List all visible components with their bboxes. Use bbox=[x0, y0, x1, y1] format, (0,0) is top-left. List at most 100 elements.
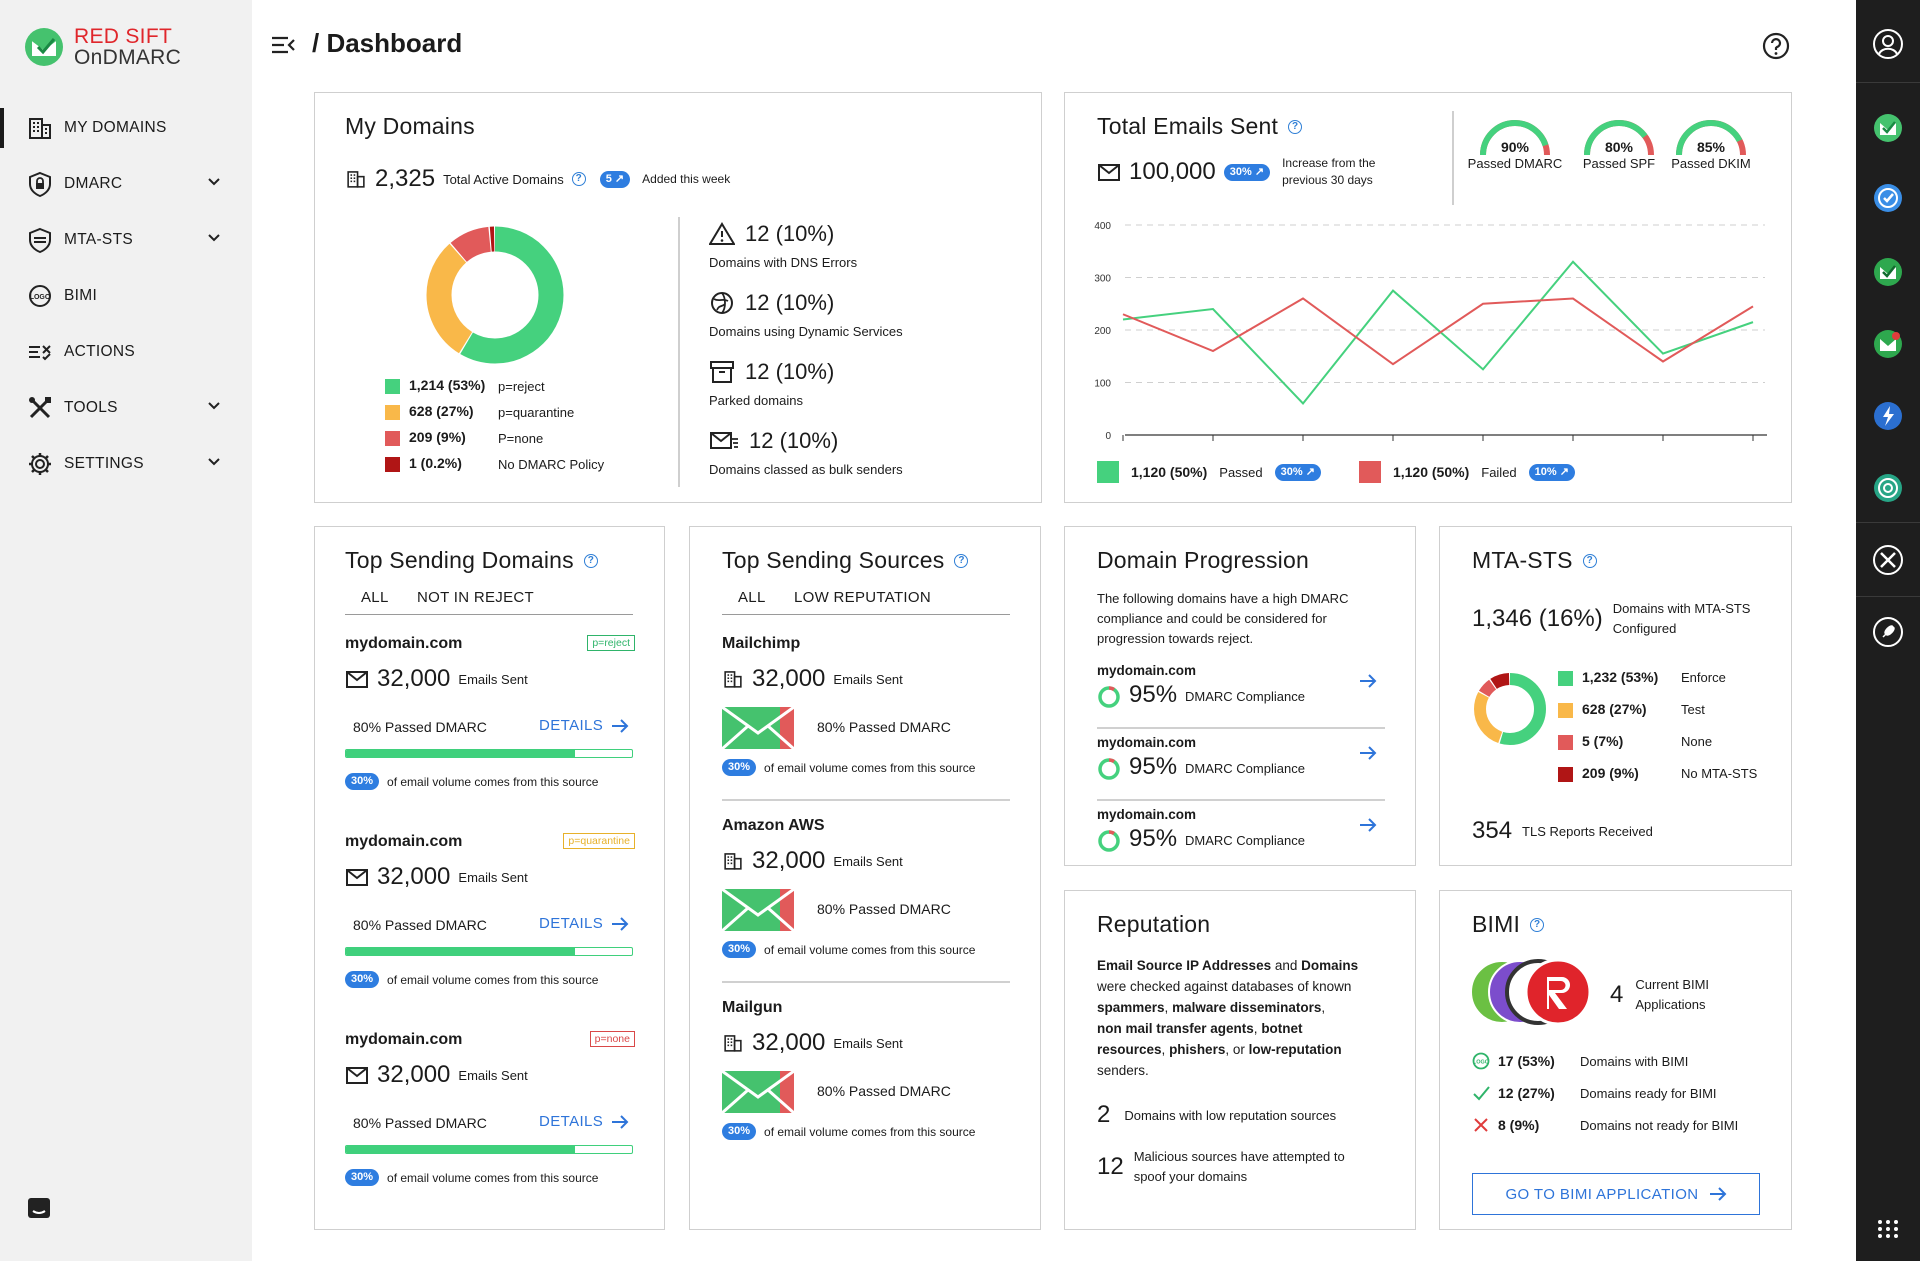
domain-name[interactable]: mydomain.com bbox=[345, 833, 463, 850]
tab-all[interactable]: ALL bbox=[361, 589, 389, 606]
stat-bulk-senders[interactable]: 12 (10%) Domains classed as bulk senders bbox=[709, 428, 903, 477]
gauge-1: 80% Passed SPF bbox=[1569, 117, 1669, 171]
sending-domain-item: mydomain.com p=none 32,000 Emails Sent 80% P… bbox=[345, 1031, 635, 1221]
arrow-right-icon bbox=[612, 718, 629, 733]
details-link[interactable]: DETAILS bbox=[539, 1113, 629, 1130]
sidebar-item-actions[interactable]: ACTIONS bbox=[0, 324, 252, 380]
stat-dynamic-services[interactable]: 12 (10%) Domains using Dynamic Services bbox=[709, 290, 903, 339]
stat-parked-domains[interactable]: 12 (10%) Parked domains bbox=[709, 359, 834, 408]
chevron-down-icon[interactable] bbox=[206, 174, 222, 190]
stat-value: 12 (10%) bbox=[745, 290, 835, 315]
sidebar-nav: MY DOMAINS DMARC MTA-STS LOGO BIMI ACTIO… bbox=[0, 100, 252, 492]
help-tooltip-icon[interactable]: ? bbox=[571, 172, 586, 186]
compliance-ring-icon bbox=[1098, 830, 1120, 852]
chevron-down-icon[interactable] bbox=[206, 230, 222, 246]
series-line-passed bbox=[1122, 260, 1754, 406]
volume-label: of email volume comes from this source bbox=[387, 1170, 599, 1185]
mta-sts-total-label: Domains with MTA-STS Configured bbox=[1612, 601, 1751, 636]
sidebar-item-tools[interactable]: TOOLS bbox=[0, 380, 252, 436]
chat-icon[interactable] bbox=[26, 1196, 52, 1222]
progression-item[interactable]: mydomain.com 95% DMARC Compliance bbox=[1097, 735, 1385, 801]
dmarc-pass-bar bbox=[345, 1145, 633, 1154]
passed-dmarc: 80% Passed DMARC bbox=[353, 719, 487, 735]
collapse-menu-icon[interactable] bbox=[270, 32, 296, 58]
brand-logo[interactable]: RED SIFT OnDMARC bbox=[24, 26, 181, 68]
bimi-row-label: Domains not ready for BIMI bbox=[1580, 1117, 1739, 1133]
legend-value: 1,120 (50%) bbox=[1392, 464, 1470, 480]
launch-icon[interactable] bbox=[1872, 616, 1904, 648]
reputation-emphasis: Domains bbox=[1301, 958, 1359, 973]
help-icon[interactable] bbox=[1762, 32, 1790, 60]
details-link[interactable]: DETAILS bbox=[539, 717, 629, 734]
chevron-down-icon[interactable] bbox=[206, 454, 222, 470]
sidebar-item-my-domains[interactable]: MY DOMAINS bbox=[0, 100, 252, 156]
legend-label: None bbox=[1681, 734, 1713, 749]
building-icon bbox=[347, 171, 365, 188]
svg-text:LOGO: LOGO bbox=[1473, 1060, 1490, 1066]
sidebar-item-dmarc[interactable]: DMARC bbox=[0, 156, 252, 212]
donut-segment bbox=[1474, 673, 1546, 745]
mta-sts-card: MTA-STS ? 1,346 (16%) Domains with MTA-S… bbox=[1439, 526, 1792, 866]
mail-send-icon bbox=[346, 869, 368, 886]
tab-low-reputation[interactable]: LOW REPUTATION bbox=[794, 589, 931, 606]
divider bbox=[722, 799, 1010, 801]
emails-sent-value: 32,000 bbox=[752, 665, 826, 692]
help-tooltip-icon[interactable]: ? bbox=[954, 553, 969, 568]
chart-legend: 1,120 (50%) Passed 30% ↗ 1,120 (50%) Fai… bbox=[1097, 461, 1575, 483]
emails-sent-value: 32,000 bbox=[752, 847, 826, 874]
legend-swatch bbox=[1558, 703, 1573, 718]
reputation-text: , or bbox=[1225, 1042, 1249, 1057]
building-icon bbox=[724, 853, 742, 870]
tools-app-icon[interactable] bbox=[1872, 544, 1904, 576]
sidebar-item-bimi[interactable]: LOGO BIMI bbox=[0, 268, 252, 324]
reputation-emphasis: Email Source IP Addresses bbox=[1097, 958, 1272, 973]
arrow-right-icon[interactable] bbox=[1359, 817, 1377, 833]
arrow-right-icon[interactable] bbox=[1359, 673, 1377, 689]
domain-name[interactable]: mydomain.com bbox=[345, 1031, 463, 1048]
details-link[interactable]: DETAILS bbox=[539, 915, 629, 932]
domain-name[interactable]: mydomain.com bbox=[345, 635, 463, 652]
envelope-pass-icon bbox=[722, 889, 794, 931]
help-tooltip-icon[interactable]: ? bbox=[1288, 119, 1303, 134]
stat-label: Domains using Dynamic Services bbox=[709, 324, 903, 339]
legend-label: Failed bbox=[1481, 464, 1517, 480]
grid-menu-icon[interactable] bbox=[1872, 1212, 1904, 1244]
certificates-app-icon[interactable] bbox=[1872, 182, 1904, 214]
card-header: Top Sending Sources ? bbox=[722, 547, 969, 574]
ondmarc-alt-app-icon[interactable] bbox=[1872, 256, 1904, 288]
domain-name: mydomain.com bbox=[1097, 663, 1197, 678]
brand-trust-app-icon[interactable] bbox=[1872, 328, 1904, 360]
progression-item[interactable]: mydomain.com 95% DMARC Compliance bbox=[1097, 807, 1385, 873]
gauge-arc bbox=[1584, 120, 1654, 156]
hardenize-app-icon[interactable] bbox=[1872, 400, 1904, 432]
stat-dns-errors[interactable]: 12 (10%) Domains with DNS Errors bbox=[709, 221, 857, 270]
legend-item: 1,232 (53%) Enforce bbox=[1558, 669, 1778, 701]
progression-item[interactable]: mydomain.com 95% DMARC Compliance bbox=[1097, 663, 1385, 729]
help-tooltip-icon[interactable]: ? bbox=[1530, 917, 1545, 932]
help-tooltip-icon[interactable]: ? bbox=[1582, 553, 1597, 568]
stat-label: Parked domains bbox=[709, 393, 803, 408]
change-badge: 10% ↗ bbox=[1528, 463, 1575, 481]
source-name[interactable]: Amazon AWS bbox=[722, 817, 825, 834]
tab-all[interactable]: ALL bbox=[738, 589, 766, 606]
source-name[interactable]: Mailchimp bbox=[722, 635, 801, 652]
sidebar-item-mta-sts[interactable]: MTA-STS bbox=[0, 212, 252, 268]
volume-share: 30% of email volume comes from this sourc… bbox=[722, 1123, 975, 1140]
radar-app-icon[interactable] bbox=[1872, 472, 1904, 504]
chevron-down-icon[interactable] bbox=[206, 398, 222, 414]
source-name[interactable]: Mailgun bbox=[722, 999, 783, 1016]
ondmarc-app-icon[interactable] bbox=[1872, 112, 1904, 144]
go-to-bimi-button[interactable]: GO TO BIMI APPLICATION bbox=[1472, 1173, 1760, 1215]
help-tooltip-icon[interactable]: ? bbox=[583, 553, 598, 568]
legend-value: 1,232 (53%) bbox=[1582, 669, 1659, 685]
sidebar-item-settings[interactable]: SETTINGS bbox=[0, 436, 252, 492]
sending-domain-item: mydomain.com p=reject 32,000 Emails Sent 80%… bbox=[345, 635, 635, 825]
button-label: GO TO BIMI APPLICATION bbox=[1505, 1185, 1699, 1203]
tab-not-in-reject[interactable]: NOT IN REJECT bbox=[417, 589, 534, 606]
arrow-right-icon[interactable] bbox=[1359, 745, 1377, 761]
gauge-arc bbox=[1480, 120, 1550, 156]
user-avatar-icon[interactable] bbox=[1872, 28, 1904, 60]
mail-icon bbox=[1098, 164, 1120, 181]
donut-segment bbox=[1474, 673, 1546, 745]
bimi-row-label: Domains ready for BIMI bbox=[1580, 1085, 1717, 1101]
